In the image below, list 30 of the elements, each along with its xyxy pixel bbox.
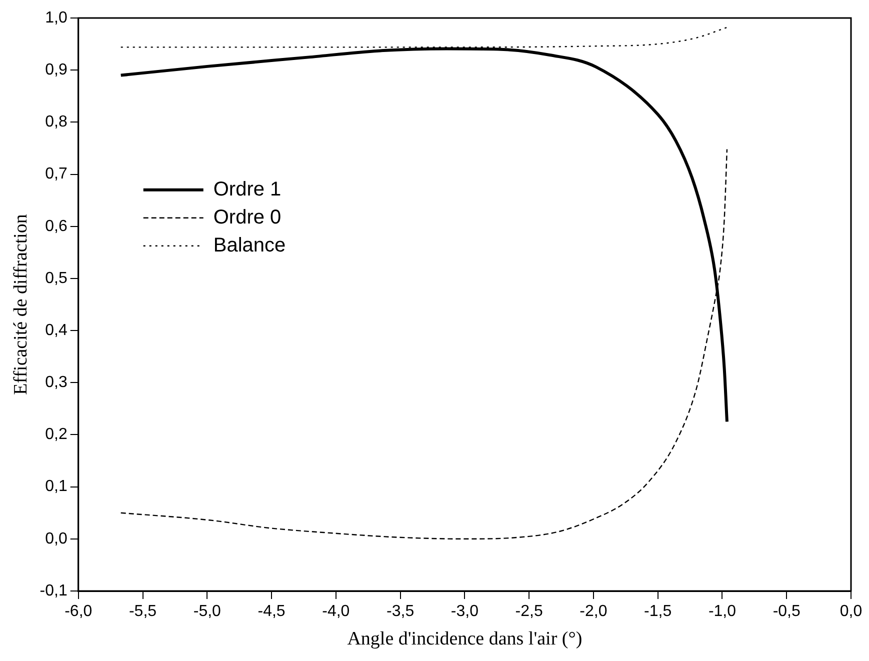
- y-tick-label: 0,4: [45, 322, 68, 339]
- x-tick-label: -0,5: [772, 603, 800, 620]
- y-tick-label: 0,7: [45, 166, 68, 183]
- y-tick-label: 0,9: [45, 61, 68, 78]
- legend-label: Balance: [213, 234, 286, 256]
- x-tick-label: -1,0: [708, 603, 736, 620]
- x-tick-label: -6,0: [64, 603, 92, 620]
- y-tick-label: 0,1: [45, 478, 68, 496]
- y-tick-label: 0,5: [45, 270, 68, 287]
- y-tick-label: 0,6: [45, 218, 68, 235]
- x-tick-label: -3,0: [450, 603, 479, 620]
- y-tick-label: -0,1: [40, 582, 68, 600]
- x-tick-label: -3,5: [386, 603, 414, 620]
- x-tick-label: -4,0: [322, 603, 350, 620]
- x-tick-label: -2,0: [580, 603, 608, 620]
- x-tick-label: 0,0: [840, 603, 862, 620]
- x-axis-title: Angle d'incidence dans l'air (°): [347, 628, 582, 650]
- y-tick-label: 0,0: [45, 530, 68, 548]
- x-tick-label: -1,5: [644, 603, 672, 620]
- legend-label: Ordre 1: [213, 178, 282, 200]
- x-tick-label: -5,5: [128, 603, 157, 620]
- x-tick-label: -4,5: [258, 603, 286, 620]
- y-tick-label: 0,2: [45, 426, 68, 444]
- y-tick-label: 1,0: [45, 9, 68, 26]
- y-axis-title: Efficacité de diffraction: [10, 214, 32, 395]
- y-tick-label: 0,3: [45, 374, 68, 392]
- x-tick-label: -2,5: [515, 603, 543, 620]
- y-tick-label: 0,8: [45, 114, 68, 131]
- legend-label: Ordre 0: [213, 206, 282, 228]
- x-tick-label: -5,0: [193, 603, 222, 620]
